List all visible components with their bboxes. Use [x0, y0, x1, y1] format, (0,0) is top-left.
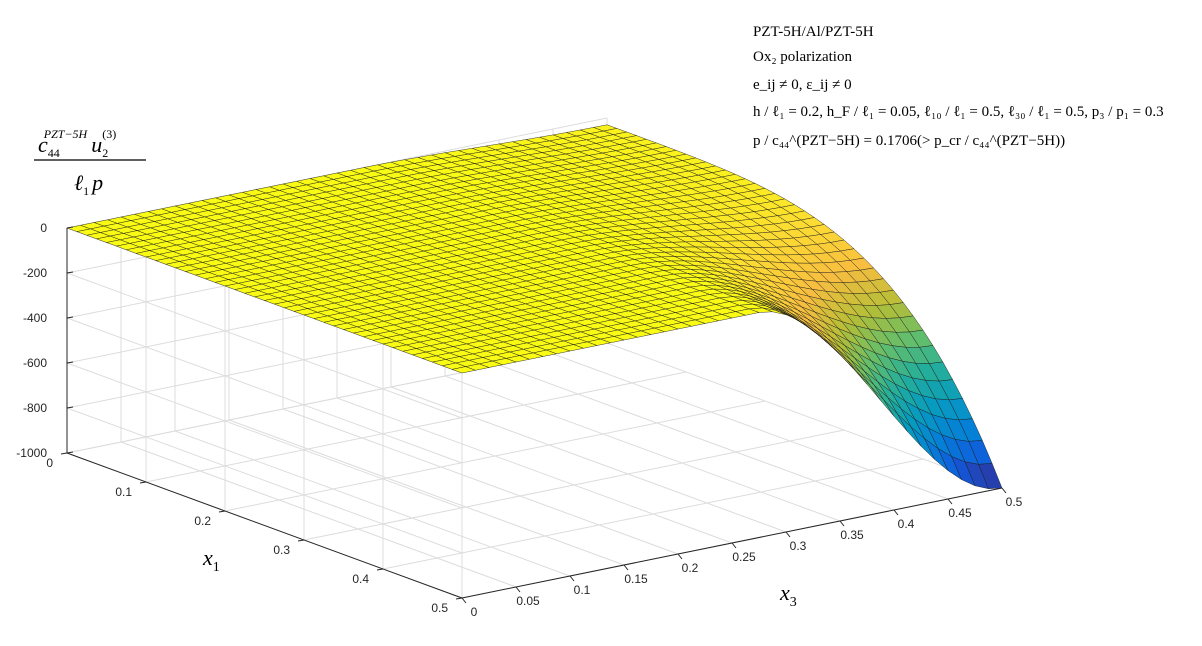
annotation-coefficients: e_ij ≠ 0, ε_ij ≠ 0: [753, 77, 852, 93]
x3-tick-label: 0.45: [948, 506, 972, 520]
x3-tick-mark: [731, 542, 737, 549]
z-tick-mark: [66, 271, 74, 274]
annotation-polarization: Ox₂ polarization: [753, 49, 852, 65]
x3-tick-mark: [569, 575, 575, 582]
x3-tick-label: 0.15: [624, 572, 648, 586]
x1-tick-label: 0.2: [194, 514, 211, 528]
x1-tick-label: 0.4: [352, 572, 369, 586]
x3-tick-label: 0.05: [516, 594, 540, 608]
z-tick-mark: [66, 451, 74, 454]
z-axis-title: c44PZT−5H u2(3) ℓ1 p: [34, 127, 146, 198]
x3-tick-label: 0.4: [898, 517, 915, 531]
x3-tick-mark: [1001, 487, 1007, 494]
x3-tick-label: 0.3: [790, 539, 807, 553]
surface-cell: [451, 366, 477, 374]
z-tick-mark: [66, 361, 74, 364]
z-tick-label: 0: [40, 221, 47, 235]
x1-tick-mark: [455, 597, 463, 600]
surface-mesh: [66, 124, 1003, 490]
x3-tick-mark: [461, 597, 467, 604]
x1-tick-label: 0: [46, 456, 53, 470]
z-tick-mark: [66, 406, 74, 409]
x3-tick-mark: [515, 586, 521, 593]
x3-axis-title: x3: [779, 580, 797, 610]
x3-tick-mark: [623, 564, 629, 571]
x3-tick-mark: [839, 520, 845, 527]
x3-tick-mark: [677, 553, 683, 560]
z-tick-label: -800: [23, 401, 47, 415]
z-tick-label: -1000: [16, 446, 47, 460]
x1-tick-mark: [218, 510, 226, 513]
x1-tick-label: 0.5: [431, 601, 448, 615]
svg-text:ℓ1p: ℓ1 p: [74, 170, 103, 198]
x1-tick-label: 0.1: [115, 485, 132, 499]
x1-tick-label: 0.3: [273, 543, 290, 557]
x3-tick-label: 0.1: [574, 583, 591, 597]
x3-tick-label: 0: [471, 605, 478, 619]
z-tick-mark: [66, 316, 74, 319]
x1-tick-mark: [139, 481, 147, 484]
x3-tick-mark: [893, 509, 899, 516]
z-tick-mark: [66, 226, 74, 229]
z-tick-label: -400: [23, 311, 47, 325]
x1-axis-title: x1: [202, 545, 220, 575]
x1-tick-mark: [60, 452, 68, 455]
x1-tick-mark: [376, 568, 384, 571]
x3-tick-label: 0.35: [840, 528, 864, 542]
annotation-geometry: h / ℓ₁ = 0.2, h_F / ℓ₁ = 0.05, ℓ₁₀ / ℓ₁ …: [753, 104, 1164, 120]
x1-axis-line: [66, 452, 463, 599]
annotation-material: PZT-5H/Al/PZT-5H: [753, 24, 874, 40]
x3-tick-mark: [947, 498, 953, 505]
x3-tick-label: 0.5: [1006, 495, 1023, 509]
x3-tick-mark: [785, 531, 791, 538]
annotation-load: p / c₄₄^(PZT−5H) = 0.1706(> p_cr / c₄₄^(…: [753, 133, 1066, 149]
z-tick-label: -600: [23, 356, 47, 370]
x1-tick-mark: [297, 539, 305, 542]
x3-tick-label: 0.2: [682, 561, 699, 575]
x3-tick-label: 0.25: [732, 550, 756, 564]
z-tick-label: -200: [23, 266, 47, 280]
